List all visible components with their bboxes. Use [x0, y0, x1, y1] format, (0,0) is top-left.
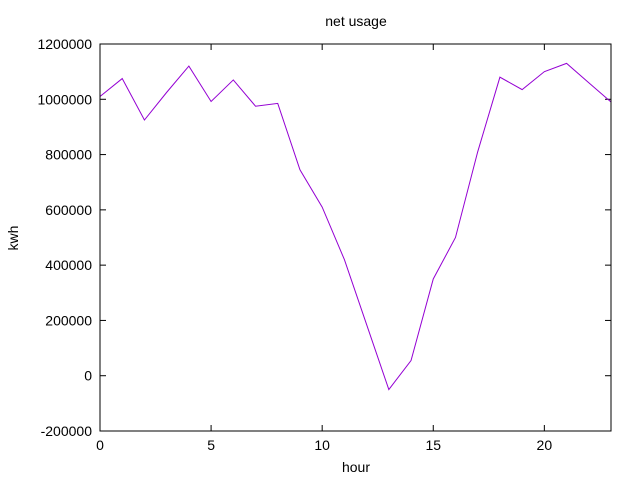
- x-tick-label: 20: [537, 437, 553, 453]
- plot-frame: [99, 43, 612, 432]
- y-tick-label: 200000: [45, 312, 92, 328]
- y-axis-label: kwh: [5, 226, 21, 251]
- y-tick-label: 0: [84, 368, 92, 384]
- y-tick-label: 600000: [45, 202, 92, 218]
- series-group: [99, 62, 612, 391]
- axis-ticks: 0 5 10 15 20-2000000200000400000600000800000…: [37, 36, 611, 453]
- x-tick-label: 0: [96, 437, 104, 453]
- x-tick-label: 5: [207, 437, 215, 453]
- y-tick-label: 1000000: [37, 91, 92, 107]
- x-axis-label: hour: [342, 459, 370, 475]
- y-tick-label: 400000: [45, 257, 92, 273]
- y-tick-label: -200000: [41, 423, 93, 439]
- series-line: [99, 62, 612, 391]
- y-tick-label: 800000: [45, 147, 92, 163]
- x-tick-label: 15: [425, 437, 441, 453]
- y-tick-label: 1200000: [37, 36, 92, 52]
- x-tick-label: 10: [314, 437, 330, 453]
- chart-title: net usage: [325, 13, 387, 29]
